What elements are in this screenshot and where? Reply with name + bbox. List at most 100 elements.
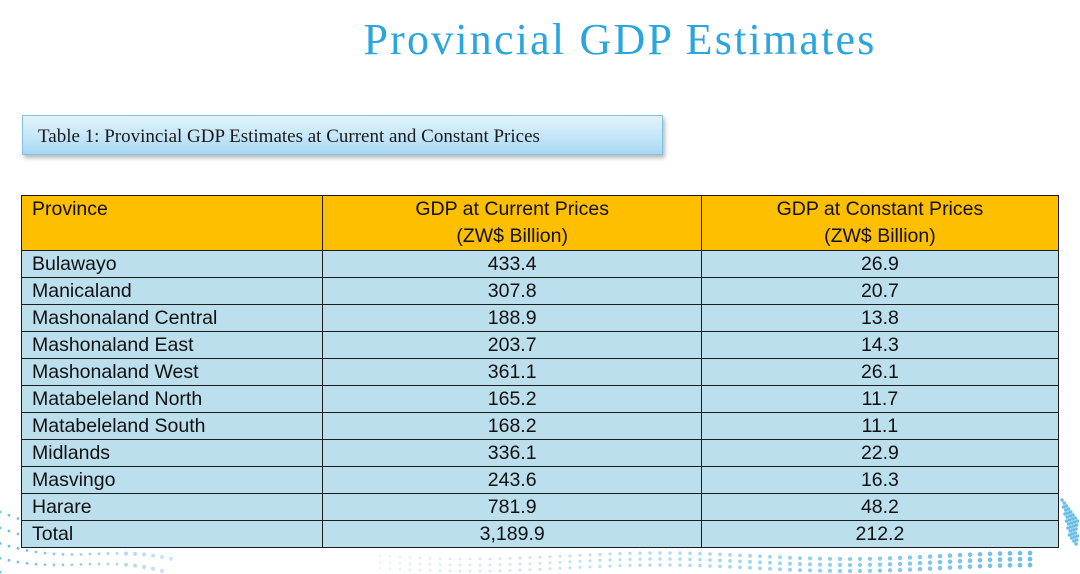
decoration-dot xyxy=(7,529,11,533)
decoration-dot xyxy=(468,557,472,561)
decoration-dot xyxy=(927,560,933,565)
decoration-dot xyxy=(758,566,762,571)
decoration-dot xyxy=(142,565,146,570)
decoration-dot xyxy=(897,567,903,573)
decoration-dot xyxy=(1073,531,1078,535)
decoration-dot xyxy=(0,542,2,545)
decoration-dot xyxy=(538,561,542,565)
decoration-dot xyxy=(648,551,652,555)
decoration-dot xyxy=(957,564,963,570)
decoration-dot xyxy=(678,563,682,567)
table-caption-box: Table 1: Provincial GDP Estimates at Cur… xyxy=(22,115,663,155)
decoration-dot xyxy=(1027,556,1033,562)
decoration-dot xyxy=(1069,521,1074,525)
decoration-dot xyxy=(418,562,422,566)
decoration-dot xyxy=(628,563,632,568)
decoration-dot xyxy=(448,563,452,567)
decoration-dot xyxy=(967,564,973,569)
decoration-dot xyxy=(1063,508,1068,512)
decoration-dot xyxy=(1075,538,1079,542)
decoration-dot xyxy=(867,568,873,573)
decoration-dot xyxy=(997,551,1003,556)
decoration-dot xyxy=(658,551,662,555)
decoration-dot xyxy=(1073,516,1077,520)
decoration-dot xyxy=(1060,498,1064,502)
decoration-dot xyxy=(408,568,412,571)
decoration-dot xyxy=(987,551,993,557)
decoration-dot xyxy=(70,553,74,556)
cell-constant-prices: 16.3 xyxy=(700,466,1060,494)
decoration-dot xyxy=(1072,520,1077,524)
decoration-dot xyxy=(508,562,512,566)
header-constant-label: GDP at Constant Prices xyxy=(776,198,984,220)
decoration-dot xyxy=(588,553,592,557)
decoration-dot xyxy=(1007,550,1013,556)
decoration-dot xyxy=(768,566,772,571)
decoration-dot xyxy=(7,544,11,548)
decoration-dot xyxy=(1074,542,1078,546)
decoration-dot xyxy=(578,565,582,569)
decoration-dot xyxy=(877,568,883,573)
decoration-dot xyxy=(837,556,843,562)
decoration-dot xyxy=(788,555,792,560)
decoration-dot xyxy=(798,568,802,573)
cell-constant-prices: 26.9 xyxy=(700,250,1060,278)
decoration-dot xyxy=(548,561,552,565)
decoration-dot xyxy=(133,563,137,568)
decoration-dot xyxy=(70,563,74,567)
table-header-row: Province GDP at Current Prices (ZW$ Bill… xyxy=(20,195,1060,251)
decoration-dot xyxy=(857,562,863,568)
decoration-dot xyxy=(957,558,963,564)
decoration-dot xyxy=(917,566,923,572)
decoration-dot xyxy=(987,557,993,563)
decoration-dot xyxy=(43,563,47,567)
decoration-dot xyxy=(927,554,933,559)
cell-province: Mashonaland East xyxy=(20,331,324,359)
decoration-dot xyxy=(818,568,822,573)
decoration-dot xyxy=(708,564,712,568)
decoration-dot xyxy=(947,565,953,570)
header-constant-unit: (ZW$ Billion) xyxy=(824,225,936,247)
decoration-dot xyxy=(1070,532,1075,536)
cell-province: Mashonaland West xyxy=(20,358,324,386)
decoration-dot xyxy=(1061,505,1066,509)
decoration-dot xyxy=(997,563,1003,568)
decoration-dot xyxy=(678,551,682,555)
decoration-dot xyxy=(160,568,164,573)
decoration-dot xyxy=(1017,556,1023,562)
decoration-dot xyxy=(608,552,612,556)
table-row: Harare 781.9 48.2 xyxy=(20,493,1060,521)
decoration-dot xyxy=(957,552,963,558)
decoration-dot xyxy=(16,517,20,520)
decoration-dot xyxy=(1069,510,1073,514)
decoration-dot xyxy=(598,558,602,562)
table-total-row: Total 3,189.9 212.2 xyxy=(20,520,1060,548)
decoration-dot xyxy=(498,569,502,573)
decoration-dot xyxy=(827,568,833,573)
decoration-dot xyxy=(438,569,442,572)
decoration-dot xyxy=(478,563,482,567)
decoration-dot xyxy=(568,554,572,558)
decoration-dot xyxy=(1017,550,1023,556)
decoration-dot xyxy=(1069,525,1073,529)
gdp-table: Province GDP at Current Prices (ZW$ Bill… xyxy=(20,195,1060,548)
table-row: Midlands 336.1 22.9 xyxy=(20,439,1060,467)
decoration-dot xyxy=(88,552,92,556)
decoration-dot xyxy=(927,566,933,571)
decoration-dot xyxy=(488,563,492,567)
decoration-dot xyxy=(907,555,913,560)
decoration-dot xyxy=(468,569,472,573)
cell-current-prices: 168.2 xyxy=(322,412,702,440)
decoration-dot xyxy=(897,555,903,561)
decoration-dot xyxy=(837,568,843,574)
table-caption: Table 1: Provincial GDP Estimates at Cur… xyxy=(38,126,540,147)
decoration-dot xyxy=(588,559,592,563)
decoration-dot xyxy=(1064,504,1069,508)
cell-constant-prices: 11.1 xyxy=(700,412,1060,440)
decoration-dot xyxy=(508,568,512,572)
decoration-dot xyxy=(52,552,56,556)
decoration-dot xyxy=(728,552,732,557)
decoration-dot xyxy=(1064,519,1069,523)
decoration-dot xyxy=(398,561,402,565)
table-row: Masvingo 243.6 16.3 xyxy=(20,466,1060,494)
